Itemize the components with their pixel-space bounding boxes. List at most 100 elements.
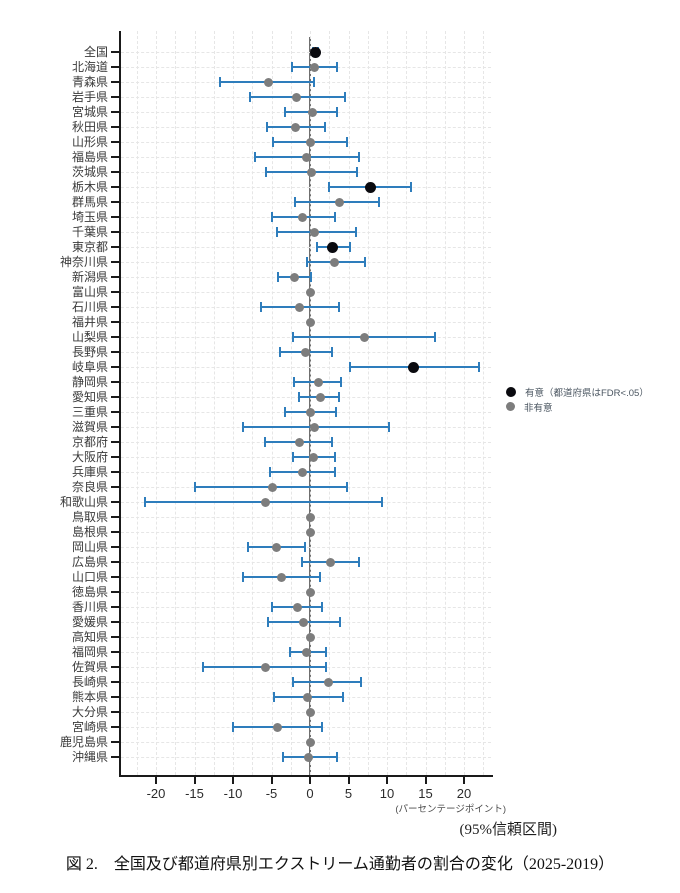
dot-significant: [408, 361, 420, 373]
y-axis-tick: [111, 666, 119, 668]
ci-cap-left: [282, 752, 285, 762]
y-axis-label: 千葉県: [71, 225, 108, 239]
ci-cap-left: [260, 302, 263, 312]
y-axis-label: 鳥取県: [71, 510, 108, 524]
ci-cap-left: [248, 92, 251, 102]
ci-cap-left: [194, 482, 197, 492]
grid-line-horizontal: [121, 517, 491, 518]
y-axis-label: 奈良県: [71, 480, 108, 494]
ci-cap-right: [323, 122, 326, 132]
dot-not-significant: [330, 257, 340, 267]
x-axis-unit-label: (パーセンテージポイント): [395, 804, 506, 815]
y-axis-tick: [111, 756, 119, 758]
ci-cap-right: [359, 677, 362, 687]
y-axis-tick: [111, 141, 119, 143]
y-axis-tick: [111, 561, 119, 563]
y-axis-tick: [111, 486, 119, 488]
y-axis-label: 富山県: [71, 285, 108, 299]
ci-cap-left: [270, 602, 273, 612]
ci-cap-left: [294, 197, 297, 207]
ci-cap-left: [232, 722, 234, 732]
grid-line-horizontal: [121, 292, 491, 293]
dot-not-significant: [323, 677, 333, 687]
x-axis-tick: [155, 777, 157, 784]
grid-line-horizontal: [121, 592, 491, 593]
dot-not-significant: [306, 287, 316, 297]
y-axis-label: 徳島県: [71, 585, 108, 599]
x-axis-tick-label: 15: [418, 786, 433, 801]
ci-cap-right: [333, 212, 336, 222]
ci-cap-left: [265, 167, 268, 177]
dot-not-significant: [310, 422, 320, 432]
grid-line-vertical: [483, 31, 485, 775]
ci-cap-left: [328, 182, 331, 192]
y-axis-tick: [111, 201, 119, 203]
y-axis-label: 福岡県: [71, 645, 108, 659]
ci-cap-left: [278, 347, 281, 357]
ci-cap-left: [254, 152, 257, 162]
ci-cap-right: [312, 77, 315, 87]
y-axis-label: 岩手県: [71, 90, 108, 104]
dot-not-significant: [303, 692, 313, 702]
x-axis-tick: [232, 777, 234, 784]
dot-not-significant: [306, 587, 316, 597]
y-axis-label: 福井県: [71, 315, 108, 329]
ci-cap-right: [355, 227, 358, 237]
y-axis-tick: [111, 516, 119, 518]
dot-not-significant: [307, 167, 317, 177]
grid-line-horizontal: [121, 712, 491, 713]
y-axis-tick: [111, 411, 119, 413]
dot-not-significant: [297, 212, 307, 222]
confidence-interval-note: (95%信頼区間): [459, 822, 558, 838]
y-axis-tick: [111, 351, 119, 353]
dot-not-significant: [263, 77, 273, 87]
y-axis-label: 高知県: [71, 630, 108, 644]
dot-not-significant: [303, 752, 313, 762]
ci-cap-right: [330, 347, 333, 357]
ci-cap-right: [309, 272, 312, 282]
y-axis-tick: [111, 441, 119, 443]
grid-line-horizontal: [121, 247, 491, 248]
ci-cap-right: [345, 137, 348, 147]
y-axis-tick: [111, 306, 119, 308]
x-axis-tick-label: 10: [379, 786, 395, 801]
y-axis-tick: [111, 531, 119, 533]
y-axis-label: 熊本県: [71, 690, 108, 704]
legend-not-significant-label: 非有意: [524, 402, 553, 414]
grid-line-vertical: [444, 31, 446, 775]
ci-cap-left: [292, 452, 295, 462]
y-axis-tick: [111, 366, 119, 368]
y-axis-label: 大阪府: [71, 450, 108, 464]
y-axis-tick: [111, 231, 119, 233]
legend-significant-label: 有意（都道府県はFDR<.05）: [525, 387, 649, 399]
ci-cap-right: [331, 437, 334, 447]
ci-cap-right: [363, 257, 366, 267]
grid-line-horizontal: [121, 367, 491, 368]
grid-line-horizontal: [121, 52, 491, 53]
grid-line-horizontal: [121, 322, 491, 323]
y-axis-tick: [111, 246, 119, 248]
ci-cap-left: [315, 242, 318, 252]
y-axis-label: 長崎県: [71, 675, 108, 689]
significant-dot-icon: [506, 386, 516, 397]
grid-line-vertical: [367, 31, 369, 775]
y-axis-tick: [111, 216, 119, 218]
dot-significant: [326, 241, 338, 253]
ci-cap-left: [268, 467, 271, 477]
y-axis-line: [119, 31, 121, 776]
ci-cap-left: [265, 122, 268, 132]
y-axis-tick: [111, 66, 119, 68]
dot-not-significant: [306, 512, 316, 522]
ci-cap-right: [357, 152, 360, 162]
y-axis-label: 秋田県: [71, 120, 108, 134]
y-axis-tick: [111, 156, 119, 158]
ci-cap-left: [264, 437, 267, 447]
legend-item-significant: 有意（都道府県はFDR<.05）: [506, 384, 649, 399]
y-axis-label: 愛媛県: [71, 615, 108, 629]
ci-cap-right: [321, 602, 324, 612]
dot-not-significant: [305, 137, 315, 147]
ci-cap-left: [242, 422, 244, 432]
y-axis-label: 神奈川県: [59, 255, 108, 269]
y-axis-label: 山形県: [71, 135, 108, 149]
grid-line-horizontal: [121, 187, 491, 188]
